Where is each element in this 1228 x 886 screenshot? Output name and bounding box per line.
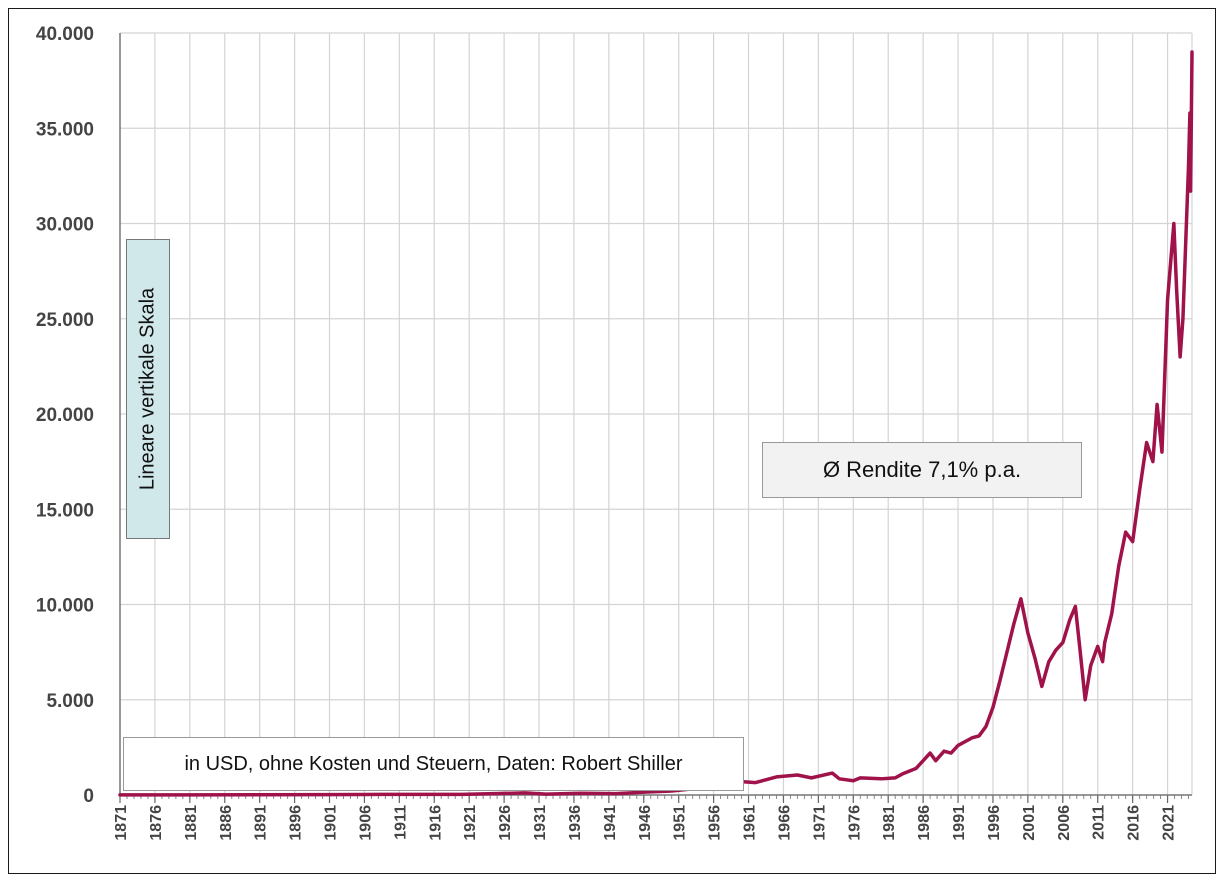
x-tick-label: 1986: [916, 805, 933, 841]
average-return-label: Ø Rendite 7,1% p.a.: [762, 442, 1082, 498]
grid-lines: [120, 32, 1193, 795]
y-tick-label: 25.000: [36, 310, 94, 331]
x-tick-label: 1876: [148, 805, 165, 841]
y-tick-label: 10.000: [36, 596, 94, 617]
x-tick-label: 1896: [288, 805, 305, 841]
x-tick-label: 1886: [218, 805, 235, 841]
x-tick-label: 1921: [462, 805, 479, 841]
y-tick-label: 35.000: [36, 119, 94, 140]
x-tick-label: 2001: [1021, 805, 1038, 841]
chart-frame: [8, 8, 1216, 874]
axes: [119, 33, 1192, 803]
x-tick-label: 1906: [357, 805, 374, 841]
scale-type-label-box: Lineare vertikale Skala: [126, 239, 170, 539]
y-axis-ticks: 0 5.000 10.000 15.000 20.000 25.000 30.000 35.0…: [36, 24, 94, 807]
y-tick-label: 30.000: [36, 215, 94, 236]
data-source-note: in USD, ohne Kosten und Steuern, Daten: …: [123, 737, 744, 791]
x-tick-label: 1891: [253, 805, 270, 841]
x-tick-label: 1991: [951, 805, 968, 841]
scale-type-label: Lineare vertikale Skala: [136, 287, 159, 491]
series-line-0: [118, 50, 1194, 797]
x-tick-label: 1931: [532, 805, 549, 841]
x-tick-label: 2016: [1126, 805, 1143, 841]
x-tick-label: 1941: [602, 805, 619, 841]
x-tick-label: 2021: [1161, 805, 1178, 841]
x-tick-label: 1901: [323, 805, 340, 841]
x-tick-label: 1961: [742, 805, 759, 841]
x-tick-label: 1966: [776, 805, 793, 841]
x-tick-label: 1971: [811, 805, 828, 841]
x-tick-label: 1911: [392, 805, 409, 840]
x-tick-label: 1881: [183, 805, 200, 841]
x-tick-label: 1916: [427, 805, 444, 841]
x-tick-label: 1946: [637, 805, 654, 841]
x-tick-label: 1926: [497, 805, 514, 841]
y-tick-label: 5.000: [46, 691, 94, 712]
x-tick-label: 1981: [881, 805, 898, 841]
x-axis-ticks: 1871 1876 1881 1886 1891 1896 1901 1906 1911 1916…: [113, 805, 1178, 841]
x-tick-label: 2006: [1056, 805, 1073, 841]
series-layer: [118, 50, 1194, 797]
x-tick-label: 1871: [113, 805, 130, 841]
x-tick-label: 1951: [672, 805, 689, 841]
x-tick-label: 1956: [707, 805, 724, 841]
y-tick-label: 0: [83, 786, 94, 807]
x-tick-label: 1976: [846, 805, 863, 841]
y-tick-label: 15.000: [36, 500, 94, 521]
x-tick-label: 1936: [567, 805, 584, 841]
y-tick-label: 20.000: [36, 405, 94, 426]
x-tick-label: 2011: [1091, 805, 1108, 840]
x-tick-label: 1996: [986, 805, 1003, 841]
y-tick-label: 40.000: [36, 24, 94, 45]
